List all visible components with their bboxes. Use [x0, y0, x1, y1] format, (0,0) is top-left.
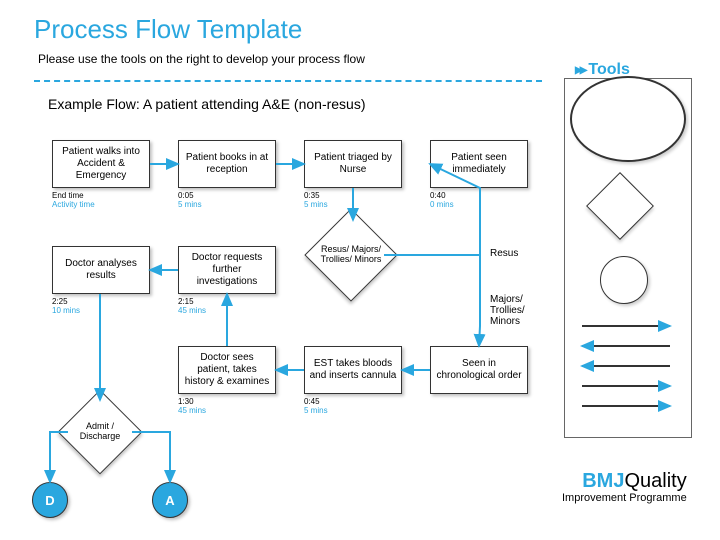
process-box-b7[interactable]: Doctor sees patient, takes history & exa… [178, 346, 276, 394]
page-title: Process Flow Template [34, 14, 302, 45]
example-heading: Example Flow: A patient attending A&E (n… [48, 96, 366, 112]
time-label-t9: 2:2510 mins [52, 298, 80, 316]
chevron-right-icon: ▶▶ [575, 65, 584, 76]
divider-dashed [34, 80, 542, 82]
time-label-t6: 0:455 mins [304, 398, 328, 416]
brand-footer: BMJQuality Improvement Programme [562, 470, 687, 504]
brand-programme: Improvement Programme [562, 492, 687, 504]
page-subtitle: Please use the tools on the right to dev… [38, 52, 365, 66]
process-box-b2[interactable]: Patient books in at reception [178, 140, 276, 188]
process-box-b8[interactable]: Doctor requests further investigations [178, 246, 276, 294]
time-label-t7: 1:3045 mins [178, 398, 206, 416]
tool-circle[interactable] [600, 256, 648, 304]
process-box-b4[interactable]: Patient seen immediately [430, 140, 528, 188]
terminator-circle-a[interactable]: A [152, 482, 188, 518]
process-box-b1[interactable]: Patient walks into Accident & Emergency [52, 140, 150, 188]
brand-bmj: BMJ [582, 470, 624, 492]
tool-ellipse[interactable] [570, 76, 686, 162]
terminator-circle-d[interactable]: D [32, 482, 68, 518]
time-label-t3: 0:355 mins [304, 192, 328, 210]
process-box-b3[interactable]: Patient triaged by Nurse [304, 140, 402, 188]
tool-diamond[interactable] [596, 182, 644, 230]
process-box-b6[interactable]: EST takes bloods and inserts cannula [304, 346, 402, 394]
brand-quality: Quality [624, 470, 686, 492]
time-label-t2: 0:055 mins [178, 192, 202, 210]
process-box-b5[interactable]: Seen in chronological order [430, 346, 528, 394]
decision-diamond-d2[interactable]: Admit / Discharge [70, 402, 130, 462]
process-box-b9[interactable]: Doctor analyses results [52, 246, 150, 294]
time-label-t8: 2:1545 mins [178, 298, 206, 316]
flowchart-canvas: Process Flow Template Please use the too… [0, 0, 720, 540]
time-label-t1: End timeActivity time [52, 192, 95, 210]
branch-label-resus: Resus [490, 248, 540, 259]
branch-label-majors: Majors/ Trollies/ Minors [490, 294, 540, 327]
decision-diamond-d1[interactable]: Resus/ Majors/ Trollies/ Minors [318, 222, 384, 288]
time-label-t4: 0:400 mins [430, 192, 454, 210]
